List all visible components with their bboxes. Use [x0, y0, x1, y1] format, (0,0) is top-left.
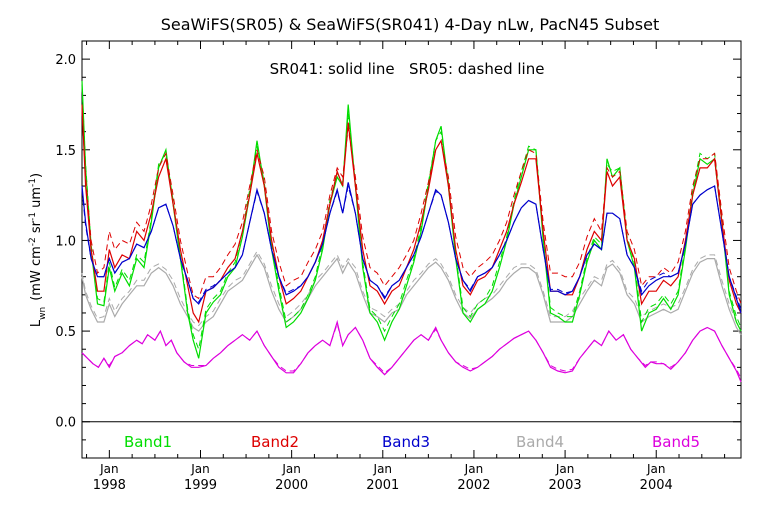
y-axis-label: Lwn(mW cm-2 sr-1 um-1) [28, 173, 48, 327]
band1-sr05-dashed-line [81, 86, 742, 352]
y-tick-label: 0.0 [55, 416, 76, 431]
y-axis-label-units: (mW cm [29, 246, 44, 301]
legend-band4: Band4 [516, 433, 564, 451]
x-tick-year-label: 2003 [549, 478, 582, 493]
series-lines [81, 80, 742, 383]
y-tick-label: 0.5 [55, 325, 76, 340]
x-tick-month-label: Jan [555, 462, 575, 476]
x-axis: Jan 1998 Jan 1999 Jan 2000 Jan 2001 Jan 2002 Jan 20… [86, 41, 726, 493]
y-axis-label-sup3: -1 [28, 178, 38, 187]
x-tick-month-label: Jan [464, 462, 484, 476]
x-tick-year-label: 2001 [366, 478, 399, 493]
chart-title: SeaWiFS(SR05) & SeaWiFS(SR041) 4-Day nLw… [161, 15, 660, 34]
legend-band5: Band5 [652, 433, 700, 451]
band4-sr05-dashed-line [81, 250, 742, 332]
legend-band1: Band1 [124, 433, 172, 451]
y-axis-label-units-mid2: um [29, 187, 44, 212]
y-axis: 0.0 0.5 1.0 1.5 2.0 [55, 53, 741, 459]
x-tick-month-label: Jan [281, 462, 301, 476]
x-tick-year-label: 1999 [184, 478, 217, 493]
x-tick-month-label: Jan [99, 462, 119, 476]
x-tick-year-label: 2002 [457, 478, 490, 493]
y-axis-label-subscript: wn [38, 307, 48, 320]
band5-sr05-dashed-line [81, 322, 742, 379]
x-tick-year-label: 2004 [640, 478, 673, 493]
y-axis-label-units-mid: sr [29, 220, 44, 237]
y-axis-label-sup1: -2 [28, 237, 38, 246]
band3-sr05-dashed-line [81, 185, 742, 310]
y-axis-label-symbol: L [29, 319, 44, 327]
x-tick-month-label: Jan [190, 462, 210, 476]
plot-frame [81, 40, 742, 459]
legend-band3: Band3 [382, 433, 430, 451]
y-tick-label: 1.0 [55, 234, 76, 249]
y-tick-label: 1.5 [55, 144, 76, 159]
x-tick-month-label: Jan [373, 462, 393, 476]
y-axis-label-sup2: -1 [28, 212, 38, 221]
band3-sr041-solid-line [81, 182, 742, 314]
x-tick-year-label: 2000 [275, 478, 308, 493]
legend-band2: Band2 [251, 433, 299, 451]
x-tick-month-label: Jan [646, 462, 666, 476]
y-tick-label: 2.0 [55, 53, 76, 68]
band4-sr041-solid-line [81, 253, 742, 336]
band5-sr041-solid-line [81, 319, 742, 383]
band2-sr05-dashed-line [81, 109, 742, 305]
y-axis-label-units-end: ) [29, 173, 44, 178]
band1-sr041-solid-line [81, 80, 742, 359]
line-style-annotation: SR041: solid line SR05: dashed line [270, 60, 545, 78]
x-tick-year-label: 1998 [93, 478, 126, 493]
legend: Band1 Band2 Band3 Band4 Band5 [124, 433, 700, 451]
